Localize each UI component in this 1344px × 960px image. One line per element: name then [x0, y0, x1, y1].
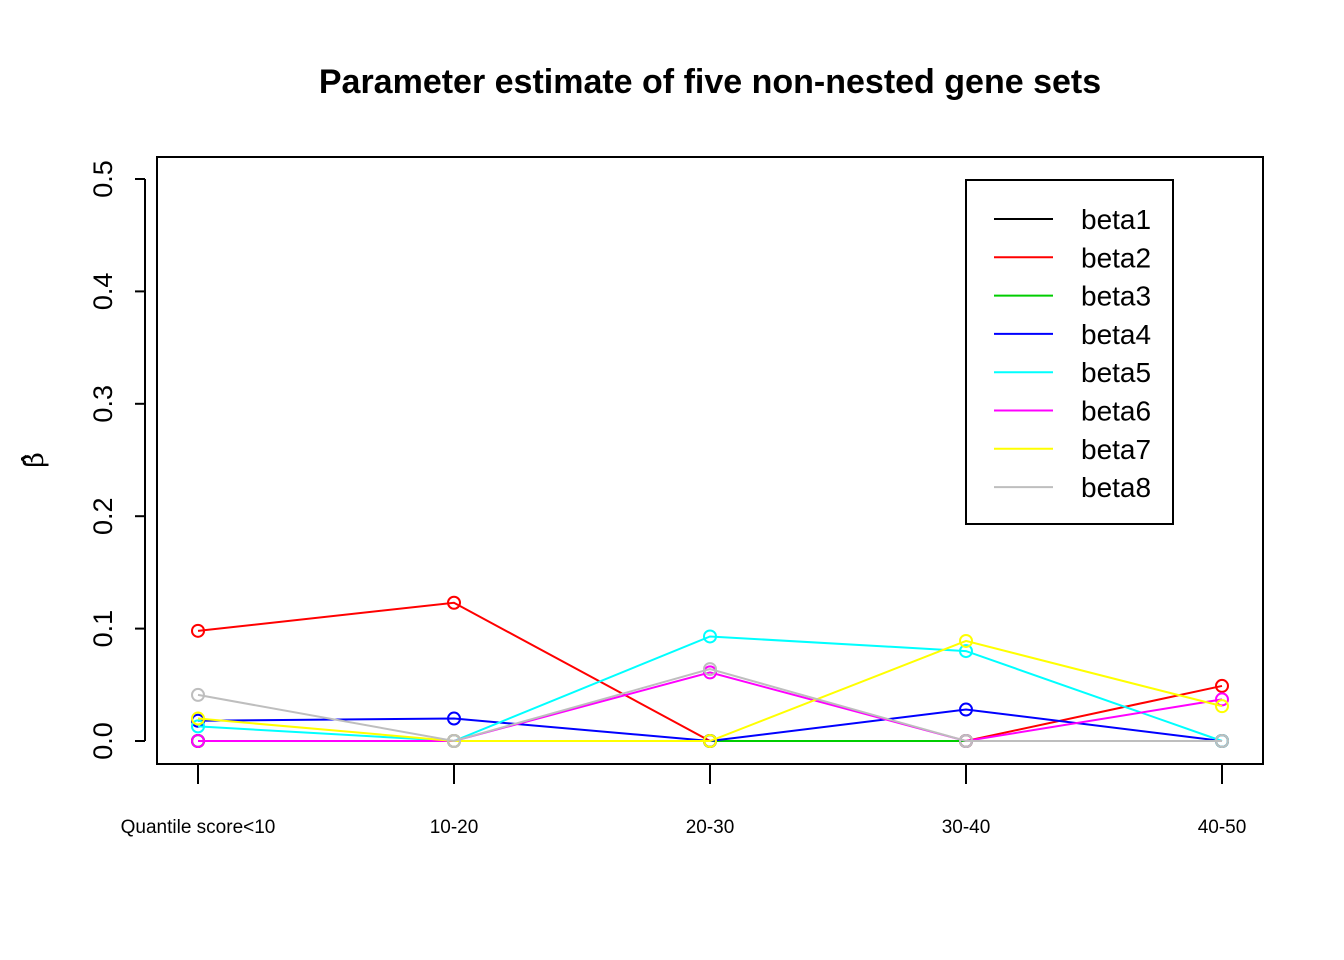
y-tick-label: 0.5: [88, 160, 118, 198]
x-tick-label: 20-30: [686, 817, 735, 838]
data-point-beta2: [1215, 678, 1229, 693]
series-line-beta8: [197, 668, 1222, 743]
x-tick-label: Quantile score<10: [121, 817, 276, 838]
legend-label-beta2: beta2: [1081, 242, 1151, 273]
data-point-beta8: [1215, 734, 1229, 748]
y-axis: 0.0 0.1 0.2 0.3 0.4 0.5: [88, 160, 146, 760]
legend-label-beta5: beta5: [1081, 357, 1151, 388]
data-point-beta4: [959, 702, 973, 717]
legend-label-beta4: beta4: [1081, 319, 1151, 350]
data-point-beta8: [191, 687, 205, 702]
legend-label-beta3: beta3: [1081, 281, 1151, 312]
data-point-beta6: [191, 734, 205, 748]
series-beta8: [191, 662, 1229, 748]
data-point-beta5: [959, 644, 973, 659]
y-tick-label: 0.1: [88, 610, 118, 648]
legend-label-beta7: beta7: [1081, 434, 1151, 465]
chart-title: Parameter estimate of five non-nested ge…: [319, 63, 1101, 101]
series-line-beta6: [198, 671, 1223, 743]
legend-label-beta6: beta6: [1081, 396, 1151, 427]
data-point-beta8: [703, 662, 717, 677]
data-point-beta7: [703, 734, 717, 748]
series-layer: [191, 595, 1229, 748]
y-tick-label: 0.0: [88, 722, 118, 760]
x-tick-label: 40-50: [1198, 817, 1247, 838]
series-line-beta7: [197, 639, 1223, 742]
y-tick-label: 0.4: [88, 273, 118, 311]
legend: beta1 beta2 beta3 beta4 beta5 beta6 beta7 beta8: [965, 179, 1174, 525]
y-tick-label: 0.3: [88, 385, 118, 423]
y-axis-label: β̂: [19, 452, 50, 468]
legend-label-beta1: beta1: [1081, 204, 1151, 235]
data-point-beta7: [959, 633, 973, 648]
data-point-beta4: [447, 711, 461, 726]
data-point-beta5: [191, 719, 205, 734]
series-line-beta5: [197, 635, 1223, 743]
data-point-beta2: [447, 595, 461, 610]
data-point-beta5: [703, 629, 717, 644]
legend-box: [965, 179, 1174, 525]
data-point-beta2: [191, 623, 205, 638]
data-point-beta7: [1215, 699, 1229, 714]
data-point-beta7: [191, 711, 205, 726]
x-tick-label: 30-40: [942, 817, 991, 838]
y-tick-label: 0.2: [88, 497, 118, 535]
x-tick-label: 10-20: [430, 817, 479, 838]
legend-label-beta8: beta8: [1081, 472, 1151, 503]
data-point-beta8: [447, 734, 461, 748]
data-point-beta8: [959, 734, 973, 748]
x-axis: Quantile score<10 10-20 20-30 30-40 40-50: [121, 764, 1247, 838]
